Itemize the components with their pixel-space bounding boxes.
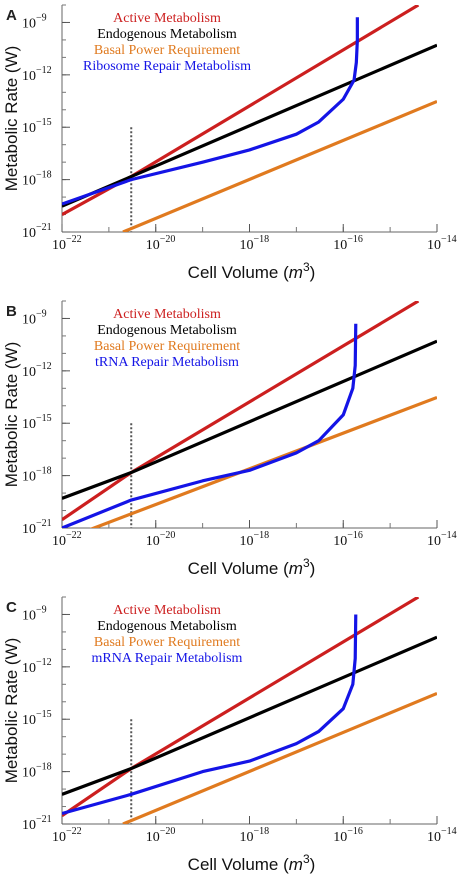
y-tick-label: 10−21 (22, 222, 52, 241)
x-tick-label: 10−18 (240, 530, 270, 549)
y-tick-label: 10−9 (22, 604, 47, 623)
y-tick-label: 10−12 (22, 65, 52, 84)
x-tick-label: 10−22 (52, 826, 82, 845)
legend-entry-endogenous: Endogenous Metabolism (97, 323, 237, 338)
y-axis-title: Metabolic Rate (W) (2, 638, 21, 783)
y-tick-label: 10−9 (22, 12, 47, 31)
x-axis-title: Cell Volume (m3) (188, 852, 316, 874)
y-tick-label: 10−12 (22, 657, 52, 676)
y-tick-label: 10−18 (22, 170, 52, 189)
y-tick-label: 10−15 (22, 709, 52, 728)
y-tick-label: 10−15 (22, 413, 52, 432)
y-tick-label: 10−9 (22, 308, 47, 327)
series-line-endogenous (62, 339, 437, 500)
legend-entry-active: Active Metabolism (113, 603, 221, 618)
x-tick-label: 10−16 (333, 234, 363, 253)
y-tick-label: 10−18 (22, 466, 52, 485)
y-tick-label: 10−15 (22, 117, 52, 136)
series-line-repair (62, 17, 359, 206)
y-axis-title: Metabolic Rate (W) (2, 342, 21, 487)
y-axis-title: Metabolic Rate (W) (2, 46, 21, 191)
panel-letter: A (6, 7, 17, 24)
x-tick-label: 10−14 (427, 530, 457, 549)
legend-entry-endogenous: Endogenous Metabolism (97, 619, 237, 634)
x-tick-label: 10−18 (240, 826, 270, 845)
y-tick-label: 10−21 (22, 814, 52, 833)
legend-entry-basal: Basal Power Requirement (94, 43, 240, 58)
series-line-repair (62, 323, 358, 528)
chart-panel-a: A 10−22 10−20 10−18 10−16 10−14 10−21 10−18 10−1… (2, 4, 457, 282)
chart-panel-b: B 10−22 10−20 10−18 10−16 10−14 10−21 10−18 10−1… (2, 300, 457, 578)
x-tick-label: 10−16 (333, 530, 363, 549)
chart-panel-c: C 10−22 10−20 10−18 10−16 10−14 10−21 10−18 10−1… (2, 596, 457, 874)
x-tick-label: 10−14 (427, 234, 457, 253)
series-line-endogenous (62, 635, 437, 796)
x-tick-label: 10−22 (52, 530, 82, 549)
series-line-basal (122, 99, 437, 232)
legend-entry-endogenous: Endogenous Metabolism (97, 27, 237, 42)
x-tick-label: 10−20 (146, 530, 176, 549)
panel-letter: B (6, 303, 17, 320)
legend-entry-repair: tRNA Repair Metabolism (95, 355, 239, 370)
y-tick-label: 10−18 (22, 762, 52, 781)
x-tick-label: 10−14 (427, 826, 457, 845)
x-axis-title: Cell Volume (m3) (188, 556, 316, 578)
legend-entry-basal: Basal Power Requirement (94, 339, 240, 354)
series-line-repair (62, 614, 358, 816)
y-tick-label: 10−12 (22, 361, 52, 380)
legend-entry-active: Active Metabolism (113, 11, 221, 26)
x-tick-label: 10−18 (240, 234, 270, 253)
x-axis-title: Cell Volume (m3) (188, 260, 316, 282)
legend-entry-repair: mRNA Repair Metabolism (92, 651, 243, 666)
x-tick-label: 10−20 (146, 234, 176, 253)
x-tick-label: 10−16 (333, 826, 363, 845)
legend-entry-active: Active Metabolism (113, 307, 221, 322)
legend-entry-basal: Basal Power Requirement (94, 635, 240, 650)
x-tick-label: 10−20 (146, 826, 176, 845)
legend-entry-repair: Ribosome Repair Metabolism (83, 59, 251, 74)
x-tick-label: 10−22 (52, 234, 82, 253)
series-line-basal (122, 691, 437, 824)
y-tick-label: 10−21 (22, 518, 52, 537)
panel-letter: C (6, 599, 17, 616)
